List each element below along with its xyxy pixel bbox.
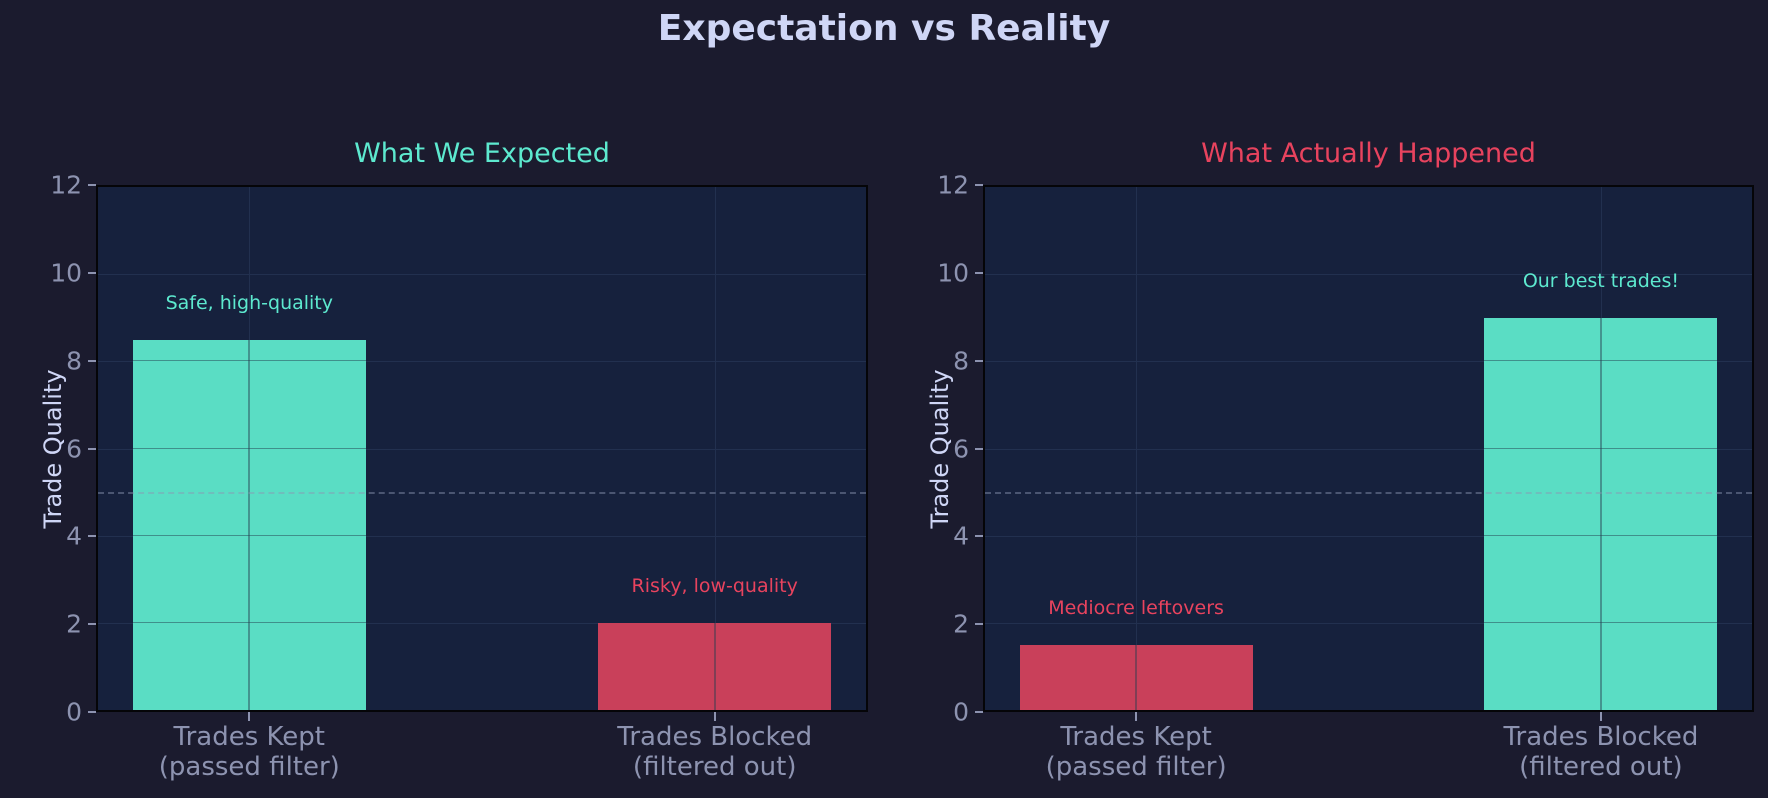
x-tick-label-line1: Trades Kept xyxy=(173,722,325,752)
y-tick-mark xyxy=(975,711,983,713)
y-tick-mark xyxy=(88,711,96,713)
gridline-horizontal xyxy=(985,535,1752,537)
y-tick-mark xyxy=(975,359,983,362)
gridline-horizontal xyxy=(985,448,1752,450)
y-tick-label: 2 xyxy=(66,609,82,639)
y-tick-label: 12 xyxy=(937,170,969,200)
y-tick-mark xyxy=(88,359,96,362)
gridline-horizontal xyxy=(98,448,866,450)
x-tick-mark xyxy=(713,712,716,721)
y-tick-label: 6 xyxy=(66,434,82,463)
plot-area: Safe, high-quality Risky, low-quality xyxy=(96,185,868,712)
y-tick-mark xyxy=(88,623,96,626)
bar-trades-blocked[interactable] xyxy=(1484,317,1718,710)
y-tick-mark xyxy=(88,271,96,274)
gridline-horizontal xyxy=(985,274,1752,276)
reference-line xyxy=(985,492,1752,495)
y-tick-mark xyxy=(975,271,983,274)
y-tick-label: 10 xyxy=(50,258,82,288)
bar-annotation: Mediocre leftovers xyxy=(1048,596,1224,619)
bar-trades-kept[interactable] xyxy=(132,339,367,710)
figure-title: Expectation vs Reality xyxy=(657,8,1111,49)
reference-line xyxy=(98,492,866,495)
x-tick-mark xyxy=(248,712,251,721)
bar-gridline xyxy=(713,622,716,710)
y-tick-mark xyxy=(975,623,983,626)
y-tick-mark xyxy=(975,184,983,186)
gridline-horizontal xyxy=(985,361,1752,363)
chart-title: What We Expected xyxy=(354,138,610,169)
bar-gridline xyxy=(132,621,367,623)
bar-gridline xyxy=(1484,360,1718,362)
bar-trades-kept[interactable] xyxy=(1019,644,1253,710)
x-tick-label-line2: (filtered out) xyxy=(632,752,797,782)
y-tick-mark xyxy=(88,184,96,186)
x-tick-label-line1: Trades Blocked xyxy=(1503,722,1699,752)
gridline-vertical xyxy=(714,187,716,710)
x-tick-label: Trades Kept (passed filter) xyxy=(159,722,340,782)
y-tick-label: 4 xyxy=(953,521,969,551)
y-tick-mark xyxy=(975,447,983,450)
x-tick-label: Trades Kept (passed filter) xyxy=(1046,722,1227,782)
chart-title: What Actually Happened xyxy=(1201,138,1536,169)
gridline-horizontal xyxy=(98,274,866,276)
y-tick-label: 6 xyxy=(953,434,969,463)
y-tick-label: 8 xyxy=(953,346,969,376)
bar-gridline xyxy=(248,339,251,710)
x-tick-mark xyxy=(1135,712,1138,721)
gridline-vertical xyxy=(1136,187,1138,710)
gridline-horizontal xyxy=(98,622,866,624)
bar-gridline xyxy=(132,360,367,362)
x-tick-label: Trades Blocked (filtered out) xyxy=(617,722,812,782)
x-tick-mark xyxy=(1599,712,1602,721)
y-tick-label: 0 xyxy=(953,697,969,727)
x-tick-label-line2: (passed filter) xyxy=(158,752,340,782)
bar-gridline xyxy=(1484,534,1718,536)
bar-gridline xyxy=(1484,621,1718,623)
x-tick-label-line2: (passed filter) xyxy=(1045,752,1227,782)
bar-trades-blocked[interactable] xyxy=(597,622,832,710)
x-tick-label-line1: Trades Kept xyxy=(1060,722,1212,752)
bar-annotation: Safe, high-quality xyxy=(165,291,333,314)
y-tick-label: 2 xyxy=(953,609,969,639)
gridline-horizontal xyxy=(985,622,1752,624)
plot-area: Mediocre leftovers Our best trades! xyxy=(983,185,1754,712)
bar-gridline xyxy=(132,534,367,536)
bar-gridline xyxy=(1599,317,1602,710)
y-tick-label: 4 xyxy=(66,521,82,551)
x-tick-label: Trades Blocked (filtered out) xyxy=(1503,722,1698,782)
bar-annotation: Risky, low-quality xyxy=(631,574,798,597)
bar-gridline xyxy=(132,447,367,449)
gridline-horizontal xyxy=(98,361,866,363)
bar-gridline xyxy=(1484,447,1718,449)
y-tick-mark xyxy=(975,535,983,538)
y-tick-label: 8 xyxy=(66,346,82,376)
y-tick-mark xyxy=(88,535,96,538)
y-tick-label: 12 xyxy=(50,170,82,200)
x-tick-label-line2: (filtered out) xyxy=(1519,752,1683,782)
y-tick-label: 0 xyxy=(66,697,82,727)
bar-gridline xyxy=(1135,644,1138,710)
gridline-horizontal xyxy=(98,535,866,537)
bar-annotation: Our best trades! xyxy=(1522,269,1679,292)
x-tick-label-line1: Trades Blocked xyxy=(617,722,813,752)
y-tick-label: 10 xyxy=(937,258,969,288)
y-tick-mark xyxy=(88,447,96,450)
